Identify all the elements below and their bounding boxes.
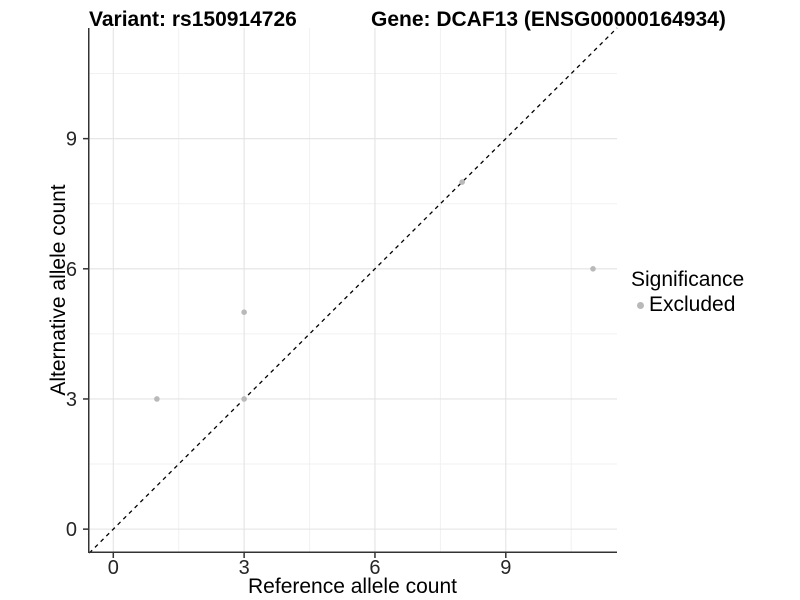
data-point xyxy=(154,396,160,402)
y-tick-label: 9 xyxy=(66,129,77,151)
data-point xyxy=(241,309,247,315)
legend-title: Significance xyxy=(631,268,745,291)
plot-panel: 0 3 6 9 0 3 6 9 xyxy=(66,27,618,579)
y-tick-label: 6 xyxy=(66,259,77,281)
x-tick-label: 3 xyxy=(239,557,250,579)
legend-point-icon xyxy=(637,301,644,309)
y-tick-label: 0 xyxy=(66,519,77,541)
y-axis-title: Alternative allele count xyxy=(47,184,70,396)
x-axis-title: Reference allele count xyxy=(248,575,457,598)
identity-line xyxy=(88,27,618,554)
data-point xyxy=(241,396,247,402)
x-tick-label: 9 xyxy=(500,557,511,579)
data-point xyxy=(459,179,465,185)
legend: Significance Excluded xyxy=(631,268,744,317)
plot-title-variant: Variant: rs150914726 xyxy=(89,8,297,31)
chart-canvas: 0 3 6 9 0 3 6 9 xyxy=(66,27,618,579)
x-tick-label: 0 xyxy=(108,557,119,579)
plot-title-gene: Gene: DCAF13 (ENSG00000164934) xyxy=(371,8,726,31)
y-tick-label: 3 xyxy=(66,389,77,411)
x-tick-label: 6 xyxy=(369,557,380,579)
legend-item-excluded: Excluded xyxy=(631,293,744,317)
legend-item-label: Excluded xyxy=(649,293,736,316)
data-point xyxy=(590,266,596,272)
